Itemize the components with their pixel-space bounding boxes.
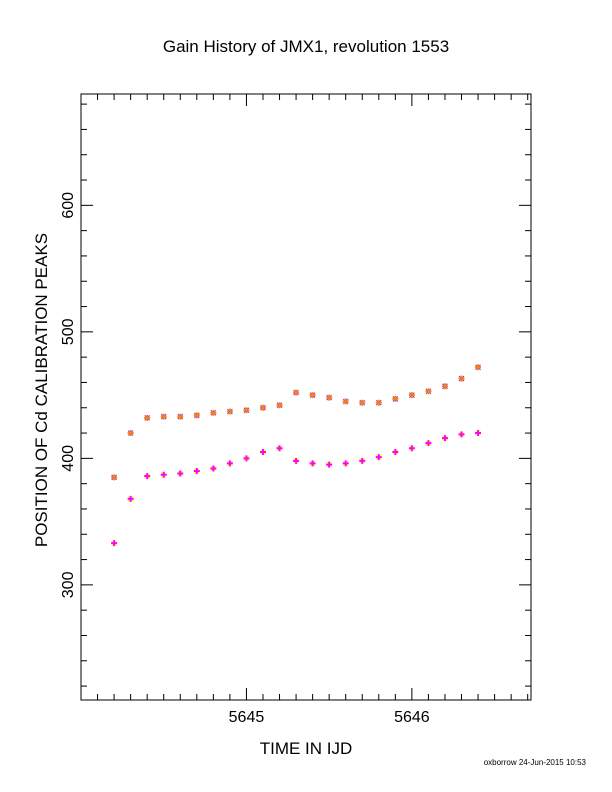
y-tick-label: 300 — [60, 571, 77, 598]
data-point — [408, 445, 415, 452]
data-point — [127, 495, 134, 502]
plot-frame — [80, 93, 532, 701]
data-point — [243, 407, 250, 414]
series-3 — [111, 430, 481, 546]
data-point — [144, 414, 151, 421]
data-point — [475, 364, 482, 371]
data-point — [359, 399, 366, 406]
data-point — [375, 399, 382, 406]
chart-title: Gain History of JMX1, revolution 1553 — [163, 37, 449, 56]
data-point — [309, 392, 316, 399]
footer-credit: oxborrow 24-Jun-2015 10:53 — [484, 758, 587, 767]
data-point — [193, 412, 200, 419]
x-tick-label: 5646 — [394, 709, 430, 726]
data-marks — [111, 364, 482, 547]
data-point — [392, 449, 399, 456]
data-point — [293, 389, 300, 396]
data-point — [342, 398, 349, 405]
data-point — [160, 471, 167, 478]
data-point — [326, 394, 333, 401]
y-tick-label: 500 — [60, 318, 77, 345]
data-point — [408, 392, 415, 399]
data-point — [177, 413, 184, 420]
data-point — [111, 540, 118, 547]
data-point — [441, 383, 448, 390]
series-2 — [111, 364, 482, 481]
x-tick-label: 5645 — [229, 709, 265, 726]
data-point — [210, 465, 217, 472]
data-point — [326, 461, 333, 468]
y-tick-label: 600 — [60, 192, 77, 219]
data-point — [210, 409, 217, 416]
data-point — [144, 473, 151, 480]
data-point — [193, 468, 200, 475]
data-point — [259, 404, 266, 411]
tick-labels: 5645 5646 300 400 500 600 — [60, 192, 430, 726]
data-point — [458, 431, 465, 438]
x-axis-label: TIME IN IJD — [260, 739, 353, 758]
series-4 — [111, 430, 482, 547]
data-point — [342, 460, 349, 467]
data-point — [276, 445, 283, 452]
data-point — [293, 457, 300, 464]
axis-ticks — [80, 94, 531, 700]
data-point — [226, 460, 233, 467]
data-point — [111, 474, 118, 481]
data-point — [359, 457, 366, 464]
data-point — [177, 470, 184, 477]
y-axis-label: POSITION OF Cd CALIBRATION PEAKS — [32, 233, 51, 547]
data-point — [309, 460, 316, 467]
data-point — [375, 454, 382, 461]
y-tick-label: 400 — [60, 445, 77, 472]
data-point — [127, 430, 134, 437]
data-point — [243, 455, 250, 462]
data-point — [475, 430, 482, 437]
data-point — [392, 395, 399, 402]
data-point — [441, 435, 448, 442]
data-point — [425, 440, 432, 447]
data-point — [160, 413, 167, 420]
data-point — [226, 408, 233, 415]
data-point — [259, 449, 266, 456]
data-point — [425, 388, 432, 395]
data-point — [458, 375, 465, 382]
data-point — [276, 402, 283, 409]
